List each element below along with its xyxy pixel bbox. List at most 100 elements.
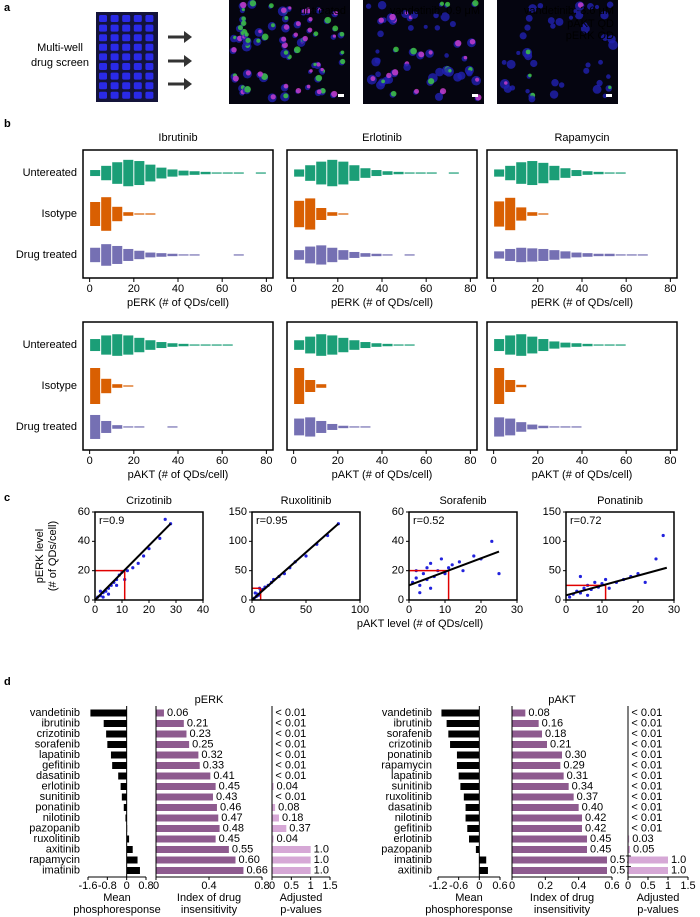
swarm-bin [112,425,123,429]
swarm-bin [494,251,505,259]
bar [272,804,276,811]
qd-spot [308,17,313,22]
x-tick-label: 80 [260,283,272,295]
bar [512,709,526,717]
value-label: 0.43 [216,791,237,803]
swarm-bin [560,168,571,178]
point [98,589,102,593]
value-label: 0.08 [278,801,299,813]
qd-spot [577,2,584,8]
qd-spot [455,40,462,47]
panel-title: pAKT [548,694,576,706]
qd-spot [241,8,245,12]
nucleus [423,24,428,29]
swarm-bin [527,161,538,186]
qd-spot [313,31,319,37]
well [145,63,154,70]
value-label: 0.57 [610,864,631,876]
bar [125,814,127,822]
nucleus [434,25,441,31]
bar [156,751,199,759]
well [145,82,154,90]
bar [469,835,480,843]
nucleus [525,88,530,94]
well [99,72,107,80]
swarm-bin [404,344,415,346]
nucleus [600,34,609,42]
x-tick-label: 0.4 [201,880,216,892]
bar [512,814,582,822]
bar [156,793,213,801]
value-label: 1.0 [314,854,329,866]
swarm-bin [538,248,549,261]
bar [441,709,480,717]
x-tick-label: 1 [665,880,671,892]
swarm-bin [101,197,112,231]
x-tick-label: 0 [563,604,569,616]
well [133,53,142,61]
bar [467,825,480,832]
qd-spot [525,49,531,55]
swarm-bin [516,162,527,184]
qd-spot [414,88,420,94]
x-tick-label: 20 [532,283,544,295]
x-tick-label: 0 [625,880,631,892]
value-label: < 0.01 [631,707,662,719]
nucleus [377,0,387,10]
qd-spot [504,81,508,85]
value-label: 1.0 [314,843,329,855]
category-label: rapamycin [29,854,80,866]
swarm-bin [382,171,393,175]
x-axis-label: insensitivity [181,904,238,916]
bar [512,741,547,748]
well [133,43,142,51]
bar [456,762,480,769]
category-label: lapatinib [391,770,432,782]
swarm-bin [604,253,615,257]
x-axis-label: pAKT (# of QDs/cell) [532,469,633,481]
y-tick-label: 50 [235,565,247,577]
swarm-bin [393,344,404,346]
x-tick-label: 1.5 [680,880,695,892]
qd-spot [340,58,346,65]
panel-title: pERK [195,694,224,706]
x-tick-label: 0 [291,283,297,295]
swarm-bin [167,343,178,347]
qd-spot [320,67,324,72]
category-label: Untereated [23,339,77,351]
bar [156,720,184,727]
x-axis-label: pAKT (# of QDs/cell) [332,469,433,481]
y-axis-label: (# of QDs/cell) [47,521,59,591]
swarm-bin [134,213,145,215]
x-tick-label: 20 [532,455,544,467]
value-label: 0.37 [577,791,598,803]
qd-spot [370,76,376,82]
well [122,43,131,51]
swarm-bin [112,334,123,356]
qd-spot [244,32,249,37]
bar [156,772,211,780]
well [122,82,131,90]
x-tick-label: 10 [116,604,128,616]
nucleus [506,59,516,69]
value-label: 0.37 [289,822,310,834]
plot-frame [486,149,678,279]
swarm-bin [112,206,123,222]
point [568,595,572,599]
x-tick-label: 0 [249,604,255,616]
value-label: 0.05 [633,843,654,855]
swarm-bin [426,172,437,174]
nucleus [433,12,439,19]
point [414,576,418,580]
swarm-bin [200,344,211,346]
x-tick-label: 20 [332,455,344,467]
value-label: < 0.01 [631,738,662,750]
bar [120,783,127,790]
x-tick-label: 0 [124,880,130,892]
swarm-bin [494,201,505,227]
x-tick-label: 20 [143,604,155,616]
annotation: r=0.72 [570,515,602,527]
value-label: 0.04 [277,833,298,845]
qd-spot [293,32,299,37]
value-label: 0.06 [167,707,188,719]
